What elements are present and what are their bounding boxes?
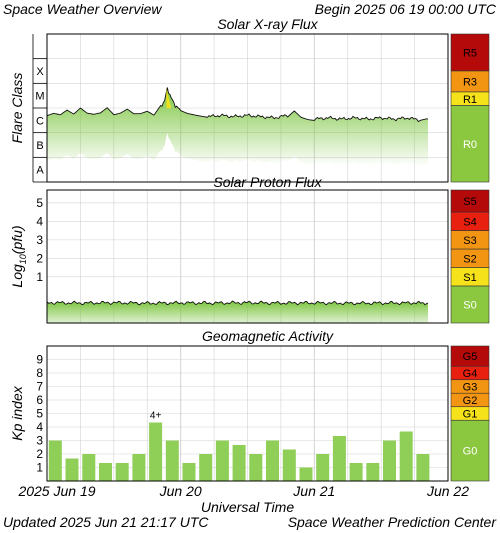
kp-bar — [149, 422, 163, 481]
scale-box-g0 — [450, 419, 490, 482]
scale-label: S1 — [463, 272, 476, 284]
kp-bar — [232, 445, 246, 481]
y-tick-label: 4 — [36, 214, 43, 228]
scale-label: G2 — [463, 395, 478, 407]
scale-label: G1 — [463, 409, 478, 421]
y-axis-title: Log10(pfu) — [9, 225, 28, 287]
kp-bar — [316, 454, 330, 481]
y-tick-label: M — [35, 91, 44, 103]
y-tick-label: 3 — [36, 434, 43, 448]
plot-frame — [46, 33, 449, 183]
app-title: Space Weather Overview — [3, 1, 162, 17]
scale-label: G4 — [463, 368, 478, 380]
y-tick-label: X — [36, 66, 44, 78]
scale-label: R1 — [463, 94, 477, 106]
scale-box-r0 — [450, 105, 490, 183]
scale-label: S0 — [463, 300, 476, 312]
panel-title: Geomagnetic Activity — [202, 328, 334, 344]
x-tick-label: Jun 22 — [426, 483, 469, 499]
panel-1: 1 2 3 4 5 Solar Proton Flux Log10(pfu) S5 S4 S3 S2… — [9, 174, 490, 330]
begin-time: Begin 2025 06 19 00:00 UTC — [314, 1, 496, 17]
updated-time: Updated 2025 Jun 21 21:17 UTC — [3, 514, 209, 530]
x-tick-label: Jun 21 — [292, 483, 335, 499]
flux-fill — [47, 87, 428, 167]
kp-bar — [182, 463, 196, 481]
y-tick-label: 9 — [36, 353, 43, 367]
y-tick-label: C — [36, 115, 44, 127]
scale-label: S3 — [463, 235, 476, 247]
swpc-credit: Space Weather Prediction Center — [287, 514, 496, 530]
y-tick-label: 7 — [36, 380, 43, 394]
kp-bar — [383, 440, 396, 481]
y-axis-title: Kp index — [9, 385, 25, 440]
scale-label: R5 — [463, 48, 477, 60]
scale-label: S4 — [463, 216, 476, 228]
scale-label: G0 — [463, 446, 478, 458]
kp-bar — [266, 440, 279, 481]
scale-box-s0 — [450, 285, 490, 324]
x-tick-label: 2025 Jun 19 — [17, 483, 95, 499]
kp-bar — [349, 463, 363, 481]
y-tick-label: 2 — [36, 251, 43, 265]
kp-bar — [165, 440, 179, 481]
flux-fill — [47, 301, 428, 330]
panel-title: Solar X-ray Flux — [217, 16, 318, 32]
kp-bar — [82, 454, 96, 481]
scale-column: R5 R3 R1 R0 — [450, 33, 490, 183]
scale-label: G5 — [463, 351, 478, 363]
y-axis-title: Flare Class — [9, 73, 25, 144]
y-tick-label: B — [36, 140, 43, 152]
kp-bar — [416, 454, 430, 481]
kp-bar — [366, 463, 380, 481]
x-axis-title: Universal Time — [201, 499, 294, 515]
flux-line — [46, 87, 429, 123]
kp-bar — [199, 454, 213, 481]
plot-frame — [46, 345, 449, 482]
kp-bar — [249, 454, 263, 481]
scale-label: R0 — [463, 139, 477, 151]
kp-bar — [99, 463, 112, 481]
scale-box-r5 — [450, 33, 490, 72]
y-tick-label: 5 — [36, 407, 43, 421]
plot-frame — [46, 189, 449, 324]
scale-column: S5 S4 S3 S2 S1 S0 — [450, 189, 490, 324]
y-tick-label: 4 — [36, 420, 43, 434]
kp-bar — [215, 440, 229, 481]
kp-bar — [65, 458, 79, 481]
kp-bar — [48, 440, 62, 481]
scale-label: R3 — [463, 76, 477, 88]
scale-label: S2 — [463, 253, 476, 265]
y-tick-label: 5 — [36, 196, 43, 210]
y-tick-label: 6 — [36, 393, 43, 407]
y-tick-label: 3 — [36, 233, 43, 247]
kp-bar — [282, 449, 296, 481]
kp-bar — [332, 436, 346, 481]
kp-annotation: 4+ — [150, 411, 162, 422]
kp-bar — [132, 454, 146, 481]
y-tick-label: A — [36, 165, 44, 177]
kp-bar — [399, 431, 413, 481]
y-tick-label: 1 — [36, 270, 43, 284]
flare-peak-highlight — [166, 88, 172, 109]
flux-line — [46, 300, 429, 306]
kp-bar — [115, 463, 129, 481]
scale-label: S5 — [463, 196, 476, 208]
panel-0: A B CM X Solar X-ray Flux Flare Class R5 R3 R1 R0 — [9, 16, 490, 183]
x-tick-label: Jun 20 — [159, 483, 202, 499]
panel-title: Solar Proton Flux — [213, 174, 322, 190]
y-tick-label: 8 — [36, 366, 43, 380]
y-tick-label: 1 — [36, 461, 43, 475]
kp-bar — [299, 467, 313, 481]
scale-label: G3 — [463, 382, 478, 394]
y-tick-label: 2 — [36, 447, 43, 461]
